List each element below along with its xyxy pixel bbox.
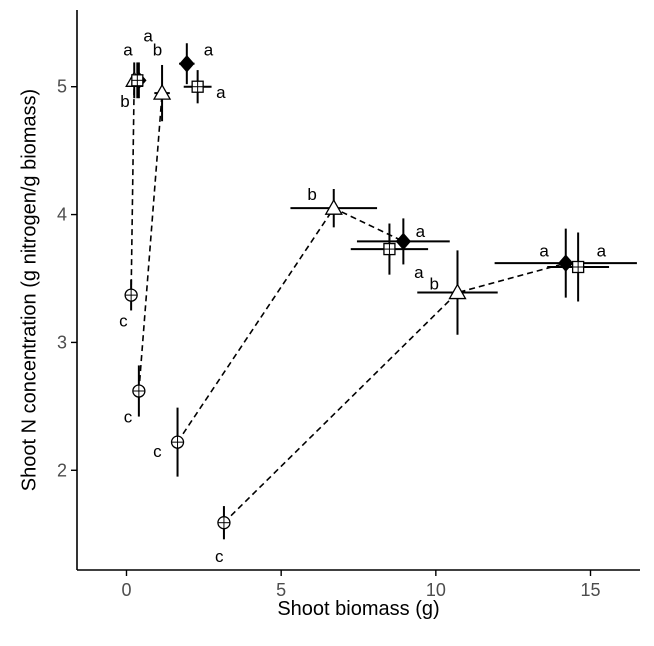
significance-label: b — [120, 92, 129, 111]
significance-label: b — [430, 275, 439, 294]
significance-label: a — [597, 241, 607, 260]
data-point-triangle — [448, 283, 467, 300]
diamond-marker — [179, 54, 195, 73]
x-axis-title: Shoot biomass (g) — [277, 598, 439, 620]
y-axis-title: Shoot N concentration (g nitrogen/g biom… — [18, 89, 40, 491]
significance-label: c — [124, 408, 133, 427]
data-point-square-cross — [383, 242, 396, 256]
y-tick-label: 3 — [57, 332, 67, 352]
x-tick-label: 15 — [580, 580, 600, 600]
data-point-square-cross — [131, 74, 144, 87]
data-point-square-cross — [571, 260, 585, 274]
significance-label: a — [204, 41, 214, 60]
significance-label: b — [307, 185, 316, 204]
data-point-circle-cross — [132, 384, 146, 398]
data-point-circle-cross — [170, 435, 185, 449]
data-point-square-cross — [191, 80, 204, 93]
data-point-circle-cross — [217, 516, 231, 530]
significance-label: c — [215, 547, 224, 566]
triangle-marker — [324, 198, 343, 215]
significance-label: a — [414, 263, 424, 282]
trend-line — [130, 80, 135, 296]
data-point-triangle — [324, 198, 343, 215]
trend-line — [176, 207, 404, 443]
data-point-triangle — [152, 83, 172, 100]
triangle-marker — [448, 283, 467, 300]
data-point-diamond — [395, 232, 412, 251]
data-point-circle-cross — [124, 288, 138, 302]
y-tick-label: 5 — [57, 77, 67, 97]
significance-label: b — [153, 41, 162, 60]
diamond-marker — [395, 232, 412, 251]
diamond-marker — [558, 254, 574, 272]
x-tick-label: 5 — [276, 580, 286, 600]
y-tick-label: 4 — [57, 205, 67, 225]
data-point-diamond — [558, 254, 574, 272]
significance-label: a — [143, 27, 153, 46]
significance-label: c — [153, 442, 162, 461]
x-tick-label: 10 — [426, 580, 446, 600]
trend-line — [138, 93, 163, 392]
significance-label: c — [119, 312, 128, 331]
significance-label: a — [416, 222, 426, 241]
data-point-diamond — [179, 54, 195, 73]
significance-label: a — [539, 241, 549, 260]
triangle-marker — [152, 83, 172, 100]
significance-label: a — [216, 83, 226, 102]
trend-line — [223, 262, 567, 524]
x-tick-label: 0 — [121, 580, 131, 600]
axes: 0 5 10 15 2 3 4 5 — [57, 10, 640, 600]
y-tick-label: 2 — [57, 460, 67, 480]
significance-label: a — [123, 41, 133, 60]
